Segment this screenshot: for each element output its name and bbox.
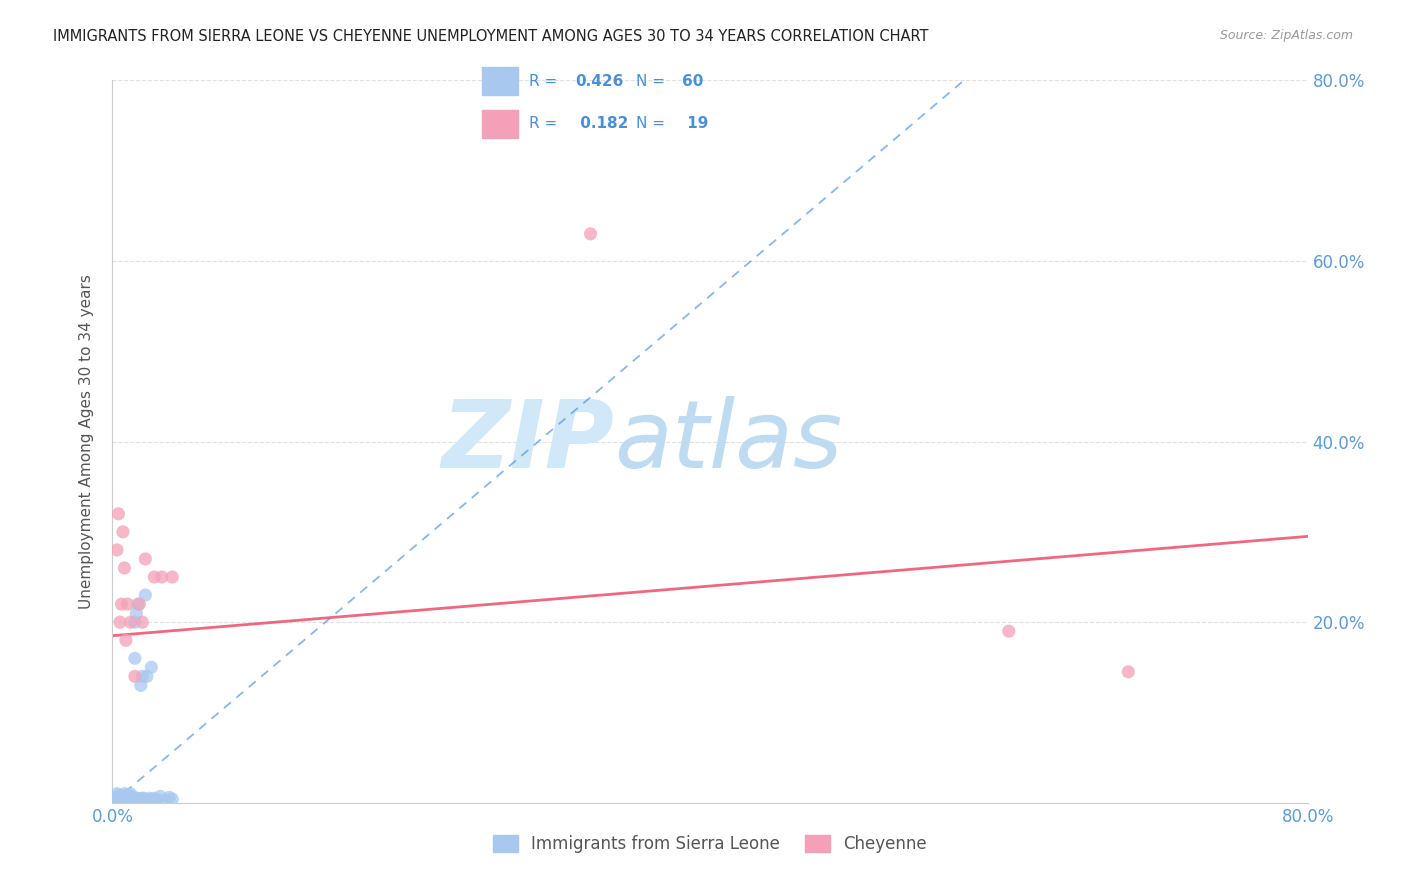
Point: [111, 524, 134, 539]
Point: [128, 792, 150, 806]
Point: [134, 552, 156, 566]
Point: [139, 791, 162, 805]
Text: N =: N =: [636, 74, 669, 88]
Point: [110, 791, 132, 805]
Point: [105, 542, 128, 557]
Point: [115, 789, 138, 804]
Point: [124, 615, 146, 630]
Text: ZIP: ZIP: [441, 395, 614, 488]
Point: [115, 633, 138, 648]
Text: 60: 60: [682, 74, 703, 88]
Point: [129, 678, 152, 692]
Point: [162, 570, 183, 584]
Point: [121, 793, 143, 807]
Point: [108, 790, 131, 805]
Point: [143, 570, 166, 584]
Point: [125, 791, 148, 805]
Point: [117, 793, 139, 807]
Point: [122, 790, 145, 805]
Point: [128, 793, 150, 807]
Point: [125, 791, 148, 805]
Point: [131, 791, 153, 805]
Point: [105, 792, 128, 806]
Point: [107, 789, 129, 803]
Point: [143, 791, 166, 805]
Point: [120, 792, 142, 806]
Point: [149, 789, 172, 804]
Text: N =: N =: [636, 117, 669, 131]
Point: [120, 790, 142, 805]
Point: [107, 793, 129, 807]
Point: [117, 597, 139, 611]
Legend: Immigrants from Sierra Leone, Cheyenne: Immigrants from Sierra Leone, Cheyenne: [486, 828, 934, 860]
Point: [117, 788, 139, 802]
Text: IMMIGRANTS FROM SIERRA LEONE VS CHEYENNE UNEMPLOYMENT AMONG AGES 30 TO 34 YEARS : IMMIGRANTS FROM SIERRA LEONE VS CHEYENNE…: [53, 29, 929, 44]
Point: [114, 561, 135, 575]
Text: R =: R =: [529, 74, 562, 88]
Point: [115, 792, 138, 806]
Y-axis label: Unemployment Among Ages 30 to 34 years: Unemployment Among Ages 30 to 34 years: [79, 274, 94, 609]
Point: [114, 787, 135, 801]
Text: Source: ZipAtlas.com: Source: ZipAtlas.com: [1219, 29, 1353, 42]
Text: atlas: atlas: [614, 396, 842, 487]
Point: [118, 793, 141, 807]
Point: [120, 615, 142, 630]
Point: [1118, 665, 1140, 679]
Point: [111, 793, 134, 807]
Point: [138, 793, 160, 807]
Point: [128, 597, 150, 611]
Point: [162, 792, 183, 806]
Point: [117, 791, 139, 805]
Point: [104, 793, 127, 807]
Point: [121, 791, 143, 805]
Point: [108, 793, 131, 807]
Point: [105, 787, 128, 801]
Point: [118, 789, 141, 803]
Point: [111, 794, 134, 808]
Point: [134, 588, 156, 602]
Point: [120, 787, 142, 801]
Point: [108, 615, 131, 630]
Point: [132, 791, 155, 805]
Point: [125, 606, 148, 620]
Point: [146, 793, 169, 807]
Point: [114, 790, 135, 805]
Point: [150, 570, 173, 584]
Text: 0.426: 0.426: [575, 74, 624, 88]
Point: [110, 793, 132, 807]
Point: [141, 660, 163, 674]
Text: 0.182: 0.182: [575, 117, 628, 131]
Point: [153, 793, 176, 807]
Point: [110, 597, 132, 611]
Point: [108, 792, 131, 806]
Point: [115, 793, 138, 807]
Point: [131, 615, 153, 630]
Point: [127, 597, 149, 611]
Point: [124, 651, 146, 665]
Point: [122, 791, 145, 805]
Point: [131, 669, 153, 683]
Point: [114, 791, 135, 805]
Text: 19: 19: [682, 117, 709, 131]
Bar: [482, 110, 517, 138]
Point: [157, 790, 180, 805]
Point: [998, 624, 1021, 639]
Point: [118, 791, 141, 805]
Point: [110, 789, 132, 804]
Point: [579, 227, 602, 241]
Point: [107, 790, 129, 805]
Point: [121, 793, 143, 807]
Point: [105, 791, 128, 805]
Point: [104, 791, 127, 805]
Text: R =: R =: [529, 117, 562, 131]
Bar: [482, 67, 517, 95]
Point: [107, 507, 129, 521]
Point: [135, 669, 157, 683]
Point: [124, 669, 146, 683]
Point: [111, 792, 134, 806]
